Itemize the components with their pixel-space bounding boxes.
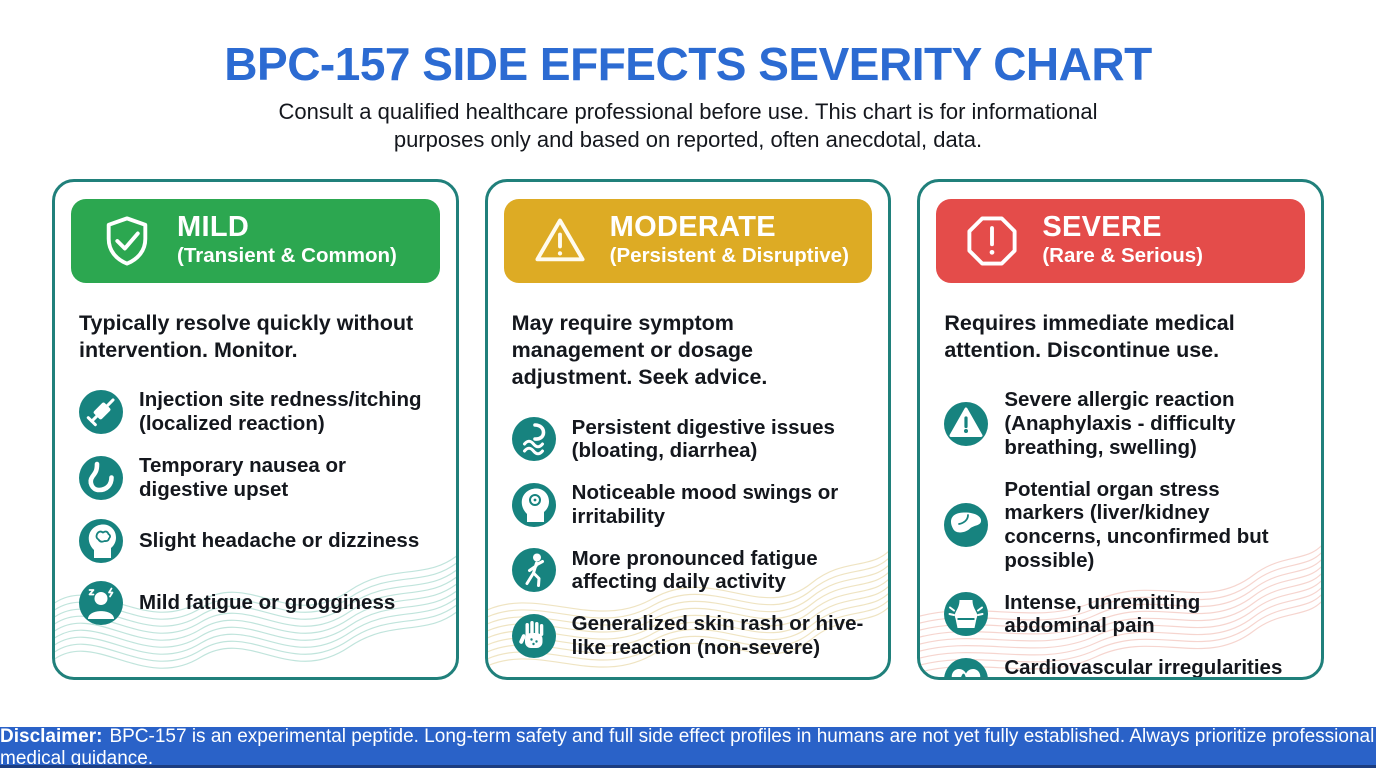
disclaimer-text: Disclaimer: BPC-157 is an experimental pe… bbox=[0, 725, 1375, 769]
moderate-description: May require symptom management or dosage… bbox=[511, 310, 768, 390]
severe-badge-sublabel: (Rare & Serious) bbox=[1042, 244, 1203, 268]
heart-pulse-icon bbox=[944, 657, 989, 677]
list-item: Mild fatigue or grogginess bbox=[79, 581, 436, 626]
severe-badge: SEVERE (Rare & Serious) bbox=[936, 198, 1306, 283]
severe-description: Requires immediate medical attention. Di… bbox=[944, 310, 1235, 362]
moderate-badge: MODERATE (Persistent & Disruptive) bbox=[503, 198, 873, 283]
list-item: Potential organ stress markers (liver/ki… bbox=[944, 478, 1301, 573]
header: BPC-157 SIDE EFFECTS SEVERITY CHART Cons… bbox=[0, 0, 1376, 155]
mild-item-list: Injection site redness/itching (localize… bbox=[79, 388, 436, 626]
severe-badge-title: SEVERE bbox=[1042, 211, 1162, 244]
moderate-item-list: Persistent digestive issues (bloating, d… bbox=[511, 416, 869, 660]
headache-icon bbox=[79, 519, 123, 564]
mild-badge: MILD (Transient & Common) bbox=[71, 198, 440, 283]
severity-columns: MILD (Transient & Common) Typically reso… bbox=[0, 178, 1376, 680]
mood-icon bbox=[511, 482, 556, 527]
liver-icon bbox=[944, 503, 989, 548]
severity-card-moderate: MODERATE (Persistent & Disruptive) May r… bbox=[484, 178, 892, 680]
intestine-icon bbox=[511, 417, 556, 462]
mild-badge-sublabel: (Transient & Common) bbox=[177, 244, 397, 268]
list-item: Generalized skin rash or hive-like react… bbox=[511, 612, 869, 660]
octagon-exclamation-icon bbox=[964, 213, 1020, 269]
list-item: Cardiovascular irregularities (palpitati… bbox=[944, 656, 1301, 677]
walking-icon bbox=[511, 548, 556, 593]
severity-card-severe: SEVERE (Rare & Serious) Requires immedia… bbox=[917, 178, 1325, 680]
moderate-badge-sublabel: (Persistent & Disruptive) bbox=[609, 244, 849, 268]
disclaimer-label: Disclaimer: bbox=[0, 725, 103, 747]
mild-badge-title: MILD bbox=[177, 211, 250, 244]
severe-item-list: Severe allergic reaction (Anaphylaxis - … bbox=[944, 388, 1301, 677]
page-title: BPC-157 SIDE EFFECTS SEVERITY CHART bbox=[224, 38, 1152, 90]
list-item: Persistent digestive issues (bloating, d… bbox=[511, 416, 869, 464]
stomach-icon bbox=[79, 455, 123, 500]
shield-check-icon bbox=[99, 213, 155, 269]
mild-description: Typically resolve quickly without interv… bbox=[79, 310, 414, 362]
moderate-badge-title: MODERATE bbox=[609, 211, 776, 244]
syringe-icon bbox=[79, 389, 123, 434]
page-subtitle: Consult a qualified healthcare professio… bbox=[278, 99, 1098, 153]
severity-card-mild: MILD (Transient & Common) Typically reso… bbox=[52, 178, 459, 680]
list-item: Intense, unremitting abdominal pain bbox=[944, 591, 1301, 639]
list-item: Noticeable mood swings or irritability bbox=[511, 481, 869, 529]
warning-triangle-icon bbox=[532, 213, 588, 269]
list-item: More pronounced fatigue affecting daily … bbox=[511, 547, 869, 595]
allergy-warning-icon bbox=[944, 401, 989, 446]
disclaimer-bar: Disclaimer: BPC-157 is an experimental pe… bbox=[0, 725, 1376, 769]
list-item: Severe allergic reaction (Anaphylaxis - … bbox=[944, 388, 1301, 459]
list-item: Slight headache or dizziness bbox=[79, 519, 436, 564]
fatigue-icon bbox=[79, 581, 123, 626]
hand-rash-icon bbox=[511, 613, 556, 658]
abdomen-pain-icon bbox=[944, 592, 989, 637]
list-item: Injection site redness/itching (localize… bbox=[79, 388, 436, 436]
list-item: Temporary nausea or digestive upset bbox=[79, 454, 436, 502]
